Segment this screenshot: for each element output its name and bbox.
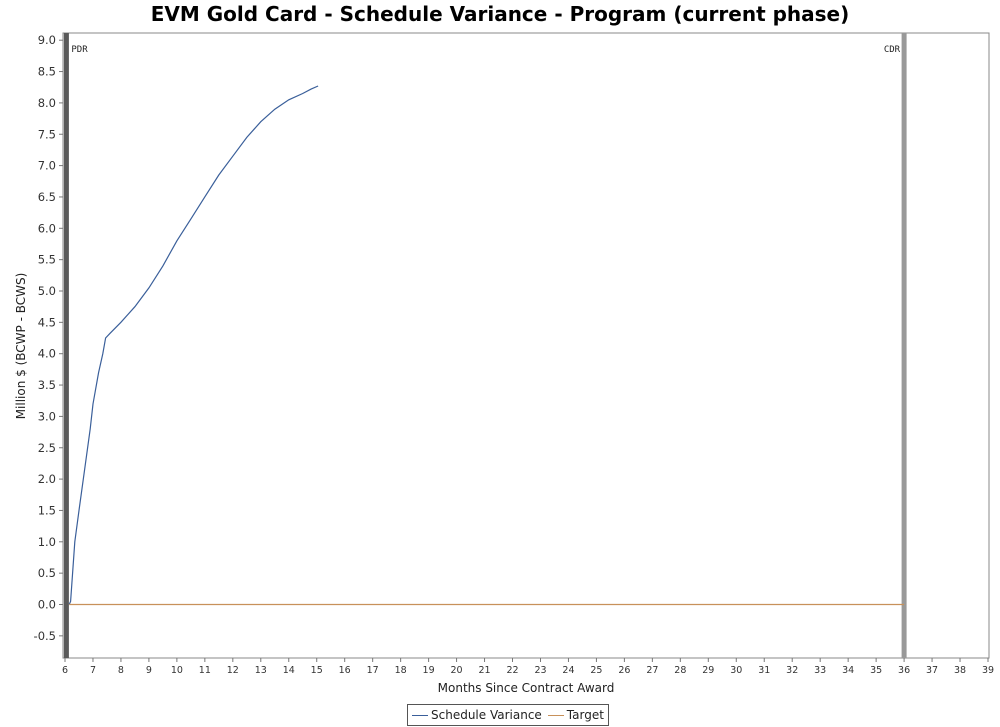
y-tick-label: 7.5 <box>38 127 56 141</box>
x-tick-label: 15 <box>311 665 323 676</box>
y-tick-label: 5.0 <box>38 284 56 298</box>
y-tick-label: 9.0 <box>38 33 56 47</box>
x-tick-label: 25 <box>590 665 602 676</box>
x-tick-label: 27 <box>646 665 658 676</box>
x-tick-label: 38 <box>954 665 966 676</box>
milestone-label-cdr: CDR <box>884 45 901 55</box>
legend-label-target: Target <box>566 708 604 722</box>
legend-item-schedule-variance: Schedule Variance <box>412 708 542 722</box>
x-tick-label: 33 <box>814 665 826 676</box>
y-tick-label: 4.5 <box>38 315 56 329</box>
y-tick-label: 0.0 <box>38 598 56 612</box>
y-tick-label: 2.5 <box>38 441 56 455</box>
x-tick-label: 22 <box>506 665 518 676</box>
y-tick-label: 5.5 <box>38 253 56 267</box>
x-tick-label: 13 <box>255 665 267 676</box>
x-tick-label: 37 <box>926 665 938 676</box>
x-tick-label: 8 <box>118 665 124 676</box>
x-tick-label: 20 <box>451 665 463 676</box>
legend-swatch-schedule-variance <box>412 714 428 716</box>
x-tick-label: 32 <box>786 665 798 676</box>
x-tick-label: 35 <box>870 665 882 676</box>
legend: Schedule Variance Target <box>407 704 609 726</box>
x-tick-label: 39 <box>982 665 994 676</box>
x-tick-label: 36 <box>898 665 910 676</box>
y-axis: -0.5 0.0 0.5 1.0 1.5 2.0 2.5 3.0 3.5 4.0 4.5 5.0 5.5… <box>34 33 63 643</box>
y-tick-label: -0.5 <box>34 629 56 643</box>
x-tick-label: 28 <box>674 665 686 676</box>
x-tick-label: 21 <box>478 665 490 676</box>
y-tick-label: 6.0 <box>38 221 56 235</box>
x-tick-label: 18 <box>395 665 407 676</box>
x-tick-label: 14 <box>283 665 295 676</box>
x-axis: 6 7 8 9 10 11 12 13 14 15 16 17 18 19 20 21 22 23 24 25 26 27… <box>62 658 994 676</box>
legend-item-target: Target <box>547 708 604 722</box>
x-tick-label: 12 <box>227 665 239 676</box>
x-tick-label: 26 <box>618 665 630 676</box>
plot-area <box>62 32 990 659</box>
milestone-line-cdr <box>901 33 907 658</box>
x-tick-label: 29 <box>702 665 714 676</box>
x-axis-title: Months Since Contract Award <box>438 681 615 695</box>
y-tick-label: 8.0 <box>38 96 56 110</box>
x-tick-label: 11 <box>199 665 211 676</box>
y-tick-label: 0.5 <box>38 566 56 580</box>
series-line-schedule-variance <box>68 85 319 605</box>
y-tick-label: 2.0 <box>38 472 56 486</box>
milestone-markers: PDR CDR <box>63 33 907 658</box>
x-tick-label: 19 <box>423 665 435 676</box>
x-tick-label: 10 <box>171 665 183 676</box>
x-tick-label: 24 <box>562 665 574 676</box>
milestone-label-pdr: PDR <box>71 45 88 55</box>
y-axis-title: Million $ (BCWP - BCWS) <box>14 273 28 420</box>
y-tick-label: 3.5 <box>38 378 56 392</box>
y-tick-label: 7.0 <box>38 159 56 173</box>
chart-title: EVM Gold Card - Schedule Variance - Prog… <box>150 2 850 26</box>
y-tick-label: 4.0 <box>38 347 56 361</box>
x-tick-label: 6 <box>62 665 68 676</box>
milestone-line-pdr <box>63 33 69 658</box>
legend-swatch-target <box>547 714 564 716</box>
x-tick-label: 34 <box>842 665 854 676</box>
y-tick-label: 8.5 <box>38 65 56 79</box>
legend-label-schedule-variance: Schedule Variance <box>431 708 542 722</box>
y-tick-label: 3.0 <box>38 409 56 423</box>
y-tick-label: 6.5 <box>38 190 56 204</box>
x-tick-label: 7 <box>90 665 96 676</box>
x-tick-label: 31 <box>758 665 770 676</box>
series-lines <box>68 85 905 606</box>
y-tick-label: 1.0 <box>38 535 56 549</box>
x-tick-label: 16 <box>339 665 351 676</box>
x-tick-label: 30 <box>730 665 742 676</box>
x-tick-label: 23 <box>534 665 546 676</box>
y-tick-label: 1.5 <box>38 503 56 517</box>
x-tick-label: 9 <box>146 665 152 676</box>
x-tick-label: 17 <box>367 665 379 676</box>
